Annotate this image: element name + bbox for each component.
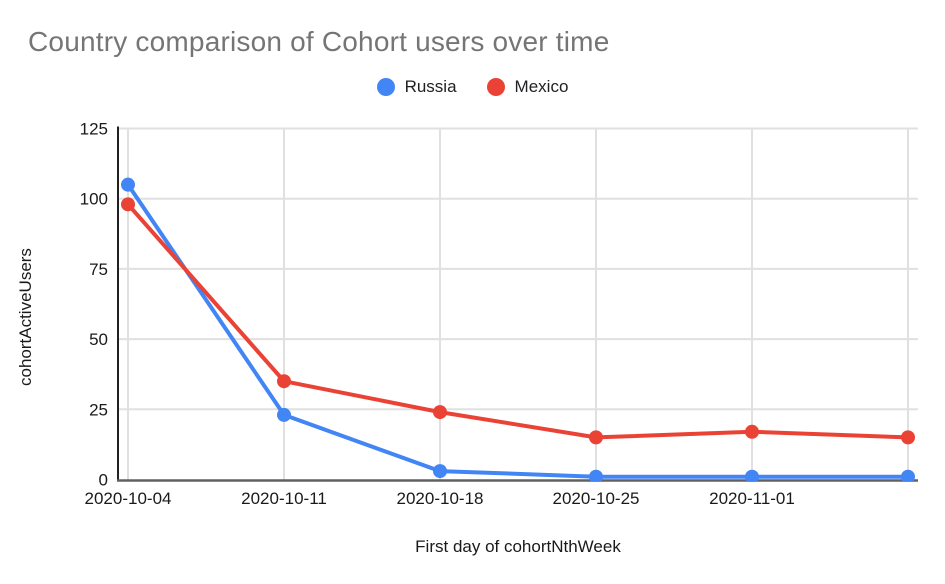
data-point-russia[interactable] [901,469,915,484]
legend-label-mexico: Mexico [514,77,569,96]
chart-title: Country comparison of Cohort users over … [28,26,610,57]
chart-legend: Russia Mexico [0,77,945,97]
data-point-russia[interactable] [277,407,291,422]
x-axis-title: First day of cohortNthWeek [415,537,621,556]
y-tick-label: 75 [89,260,108,279]
x-tick-label: 2020-11-01 [709,489,795,508]
legend-dot-russia-icon [376,78,395,96]
data-point-mexico[interactable] [901,430,915,445]
y-axis-title: cohortActiveUsers [16,248,35,386]
legend-dot-mexico-icon [486,78,505,96]
data-point-mexico[interactable] [589,430,603,445]
legend-item-russia[interactable]: Russia [376,77,457,97]
legend-item-mexico[interactable]: Mexico [486,77,569,97]
y-tick-label: 125 [80,120,108,139]
data-point-russia[interactable] [121,177,135,192]
data-point-russia[interactable] [745,469,759,484]
x-tick-label: 2020-10-25 [553,489,640,508]
data-point-mexico[interactable] [121,197,135,212]
x-tick-label: 2020-10-04 [85,489,172,508]
y-tick-label: 50 [89,330,108,349]
data-point-mexico[interactable] [433,405,447,420]
data-point-russia[interactable] [589,469,603,484]
data-point-russia[interactable] [433,464,447,479]
data-point-mexico[interactable] [277,374,291,389]
series-line-mexico [126,202,910,440]
x-tick-label: 2020-10-18 [397,489,484,508]
data-point-mexico[interactable] [745,424,759,439]
series-line-russia [126,182,910,479]
series-layer [121,177,915,484]
y-tick-label: 0 [99,471,108,490]
y-tick-label: 100 [80,190,108,209]
x-tick-label: 2020-10-11 [241,489,327,508]
legend-label-russia: Russia [404,77,457,96]
y-tick-label: 25 [89,400,108,419]
